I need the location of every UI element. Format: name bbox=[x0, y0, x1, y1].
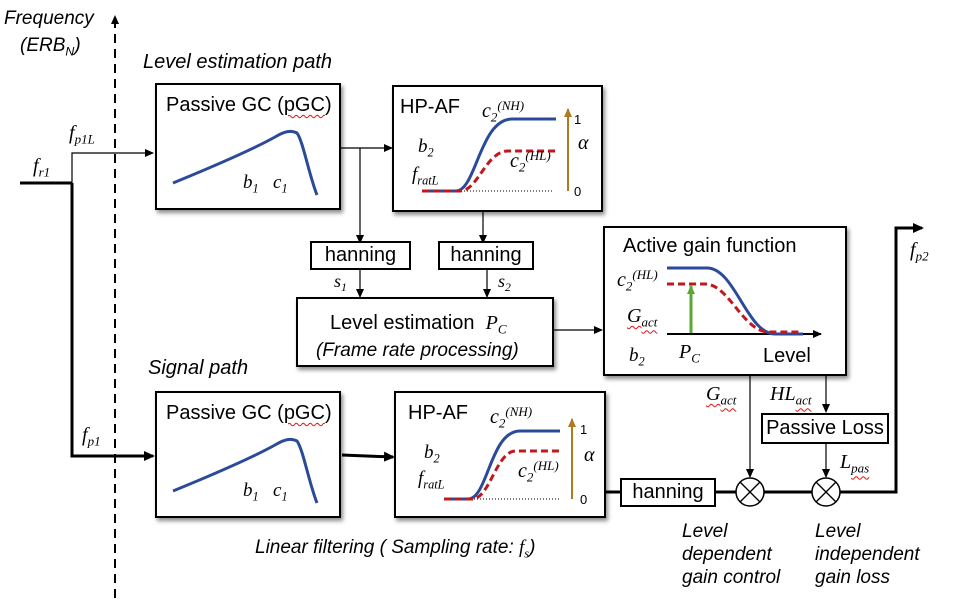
pgc-title: Passive GC (pGC) bbox=[166, 94, 332, 116]
branch-upper bbox=[71, 149, 154, 183]
signal-fp1L: fp1L bbox=[69, 122, 95, 147]
level-estimation-box: Level estimation PC (Frame rate processi… bbox=[296, 297, 554, 367]
pgc-box-level: Passive GC (pGC) b1 c1 bbox=[155, 83, 341, 210]
agf-level-axis-label: Level bbox=[763, 345, 811, 367]
pgc-c1: c1 bbox=[273, 172, 288, 196]
signal-fp2: fp2 bbox=[910, 239, 929, 264]
active-gain-function-box: Active gain function c2(HL) Gact b2 PC L… bbox=[603, 226, 847, 376]
hanning-box-signal: hanning bbox=[620, 478, 716, 507]
agf-b2: b2 bbox=[629, 345, 645, 369]
hpaf-title: HP-AF bbox=[400, 96, 460, 118]
multiplier-level-dependent bbox=[735, 477, 765, 507]
hpaf-c2-hl: c2(HL) bbox=[510, 148, 551, 175]
hpaf-signal-c2-hl: c2(HL) bbox=[518, 458, 559, 485]
output-line bbox=[840, 223, 924, 494]
multiplier-level-independent bbox=[811, 477, 841, 507]
hpaf-zero: 0 bbox=[574, 184, 582, 199]
hpaf-box-signal: HP-AF c2(NH) c2(HL) b2 fratL α 1 0 bbox=[394, 391, 606, 518]
level-dependent-line-2: dependent bbox=[682, 544, 772, 565]
hpaf-signal-zero: 0 bbox=[580, 492, 588, 507]
frame-rate-processing: (Frame rate processing) bbox=[316, 340, 519, 361]
branch-lower bbox=[70, 183, 155, 461]
hpaf-signal-fratl: fratL bbox=[418, 468, 445, 492]
agf-curves bbox=[667, 266, 822, 338]
hpaf-b2: b2 bbox=[418, 136, 434, 160]
hpaf-signal-title: HP-AF bbox=[408, 402, 468, 424]
hpaf-one: 1 bbox=[574, 112, 582, 127]
hpaf-signal-b2: b2 bbox=[424, 442, 440, 466]
hpaf-signal-alpha: α bbox=[584, 444, 595, 466]
agf-title: Active gain function bbox=[623, 235, 797, 257]
pgc-signal-title: Passive GC (pGC) bbox=[166, 402, 332, 424]
frequency-axis-label: Frequency bbox=[4, 8, 94, 29]
level-independent-line-1: Level bbox=[815, 521, 861, 542]
level-estimation-path-title: Level estimation path bbox=[143, 51, 333, 73]
pgc-curve bbox=[172, 129, 319, 196]
erb-axis-label: (ERBN) bbox=[20, 35, 81, 59]
signal-path-title: Signal path bbox=[148, 357, 249, 379]
level-independent-line-2: independent bbox=[815, 544, 920, 565]
agf-gact: Gact bbox=[627, 305, 658, 330]
hpaf-signal-c2-nh: c2(NH) bbox=[490, 404, 533, 431]
level-independent-caption: Level independent gain loss bbox=[815, 520, 920, 589]
hanning-box-s1: hanning bbox=[310, 241, 411, 270]
pgc-signal-c1: c1 bbox=[273, 480, 288, 504]
hpaf-box-level: HP-AF c2(NH) c2(HL) b2 fratL α 1 0 bbox=[392, 85, 603, 212]
signal-s1: s1 bbox=[334, 271, 347, 295]
level-dependent-line-1: Level bbox=[682, 521, 728, 542]
hpaf-fratl: fratL bbox=[412, 164, 439, 188]
level-independent-line-3: gain loss bbox=[815, 567, 890, 588]
signal-s2: s2 bbox=[498, 271, 511, 295]
hpaf-curves bbox=[422, 108, 572, 193]
hpaf-signal-one: 1 bbox=[580, 422, 588, 437]
hpaf-signal-curves bbox=[444, 418, 576, 501]
passive-loss-box: Passive Loss bbox=[761, 413, 889, 444]
level-dependent-caption: Level dependent gain control bbox=[682, 520, 780, 589]
pgc-b1: b1 bbox=[243, 172, 259, 196]
agf-c2-hl: c2(HL) bbox=[617, 267, 658, 294]
lpas-label: Lpas bbox=[840, 451, 870, 476]
linear-filtering-caption: Linear filtering ( Sampling rate: fs) bbox=[255, 537, 536, 561]
hlact-label: HLact bbox=[770, 383, 812, 408]
signal-fr1: fr1 bbox=[33, 155, 51, 180]
gact-label: Gact bbox=[706, 383, 737, 408]
level-dependent-line-3: gain control bbox=[682, 567, 781, 588]
level-estimation-title: Level estimation PC bbox=[330, 312, 507, 337]
pgc-box-signal: Passive GC (pGC) b1 c1 bbox=[155, 391, 341, 518]
hpaf-c2-nh: c2(NH) bbox=[482, 98, 525, 125]
agf-pc: PC bbox=[679, 341, 700, 366]
hanning-box-s2: hanning bbox=[438, 241, 534, 270]
pgc-signal-curve bbox=[172, 437, 319, 504]
signal-fp1: fp1 bbox=[82, 424, 101, 449]
pgc-signal-b1: b1 bbox=[243, 480, 259, 504]
hpaf-alpha: α bbox=[578, 132, 589, 154]
